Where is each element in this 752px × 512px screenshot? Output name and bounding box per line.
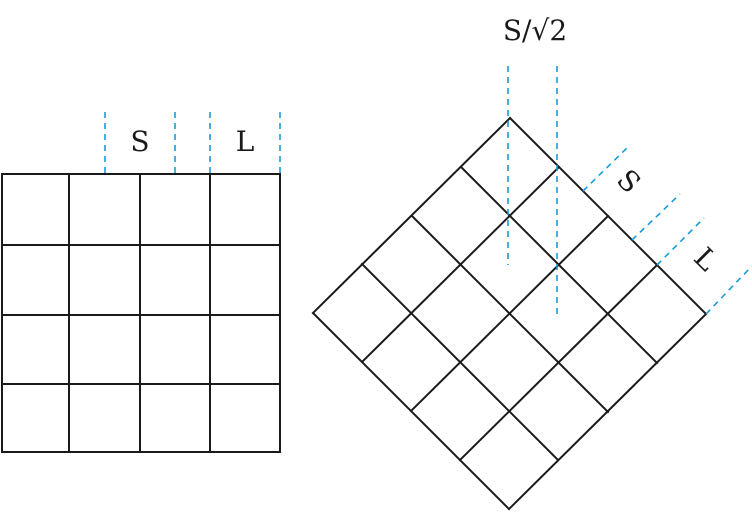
rotated-diagonal-guides (582, 144, 752, 315)
guide-diag-4 (705, 265, 752, 315)
rotated-label-s: S (610, 163, 647, 200)
left-grid (1, 173, 281, 453)
rotated-label-top: S/√2 (503, 14, 567, 47)
rotated-label-l: L (687, 241, 723, 277)
rotated-grid (311, 116, 708, 511)
left-label-l: L (236, 125, 255, 158)
guide-diag-2 (631, 193, 681, 241)
left-label-s: S (130, 125, 149, 158)
guide-diag-3 (656, 217, 705, 266)
rotated-vertical-guides (507, 66, 558, 318)
